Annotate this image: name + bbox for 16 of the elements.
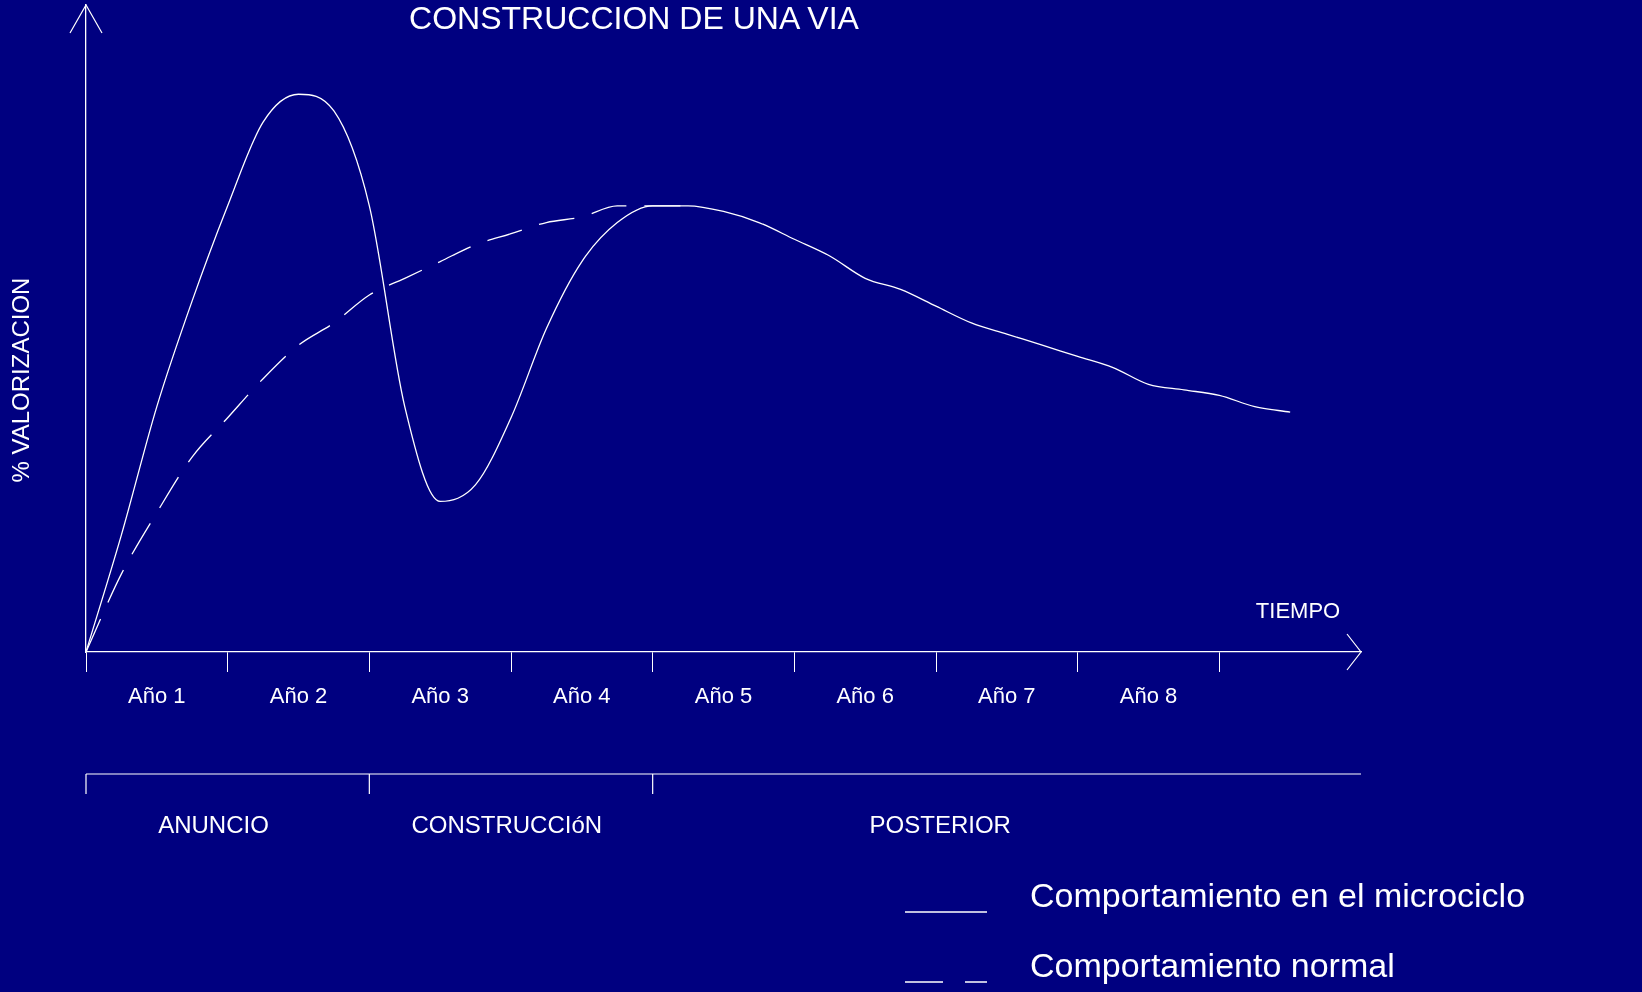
text: CONSTRUCCIóN bbox=[411, 810, 603, 838]
y-axis-title: % VALORIZACION bbox=[6, 277, 34, 483]
x-tick-label: Año 7 bbox=[978, 683, 1036, 709]
x-tick-label: Año 3 bbox=[411, 683, 469, 709]
x-tick-label: Año 4 bbox=[553, 683, 611, 709]
legend-label: Comportamiento normal bbox=[1030, 946, 1395, 985]
x-tick-label: Año 5 bbox=[694, 683, 753, 709]
x-tick-label: Año 1 bbox=[128, 683, 186, 709]
chart-title: CONSTRUCCION DE UNA VIA bbox=[409, 0, 860, 36]
x-tick-label: Año 2 bbox=[269, 683, 328, 709]
legend-label: Comportamiento en el microciclo bbox=[1030, 876, 1526, 915]
text: POSTERIOR bbox=[869, 810, 1011, 838]
text: ANUNCIO bbox=[158, 810, 269, 838]
x-tick-label: Año 6 bbox=[836, 683, 894, 709]
x-axis-title: TIEMPO bbox=[1255, 598, 1341, 624]
x-tick-label: Año 8 bbox=[1119, 683, 1178, 709]
